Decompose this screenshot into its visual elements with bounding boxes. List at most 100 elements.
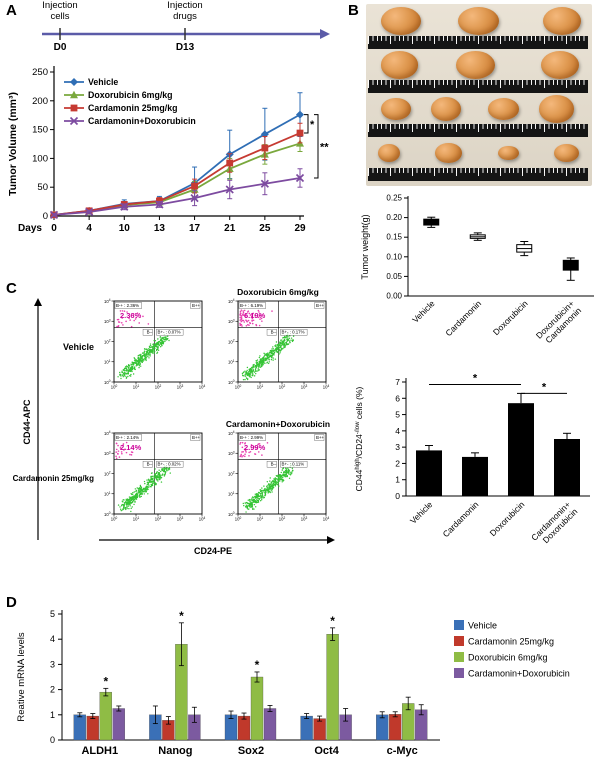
svg-text:100: 100 bbox=[32, 153, 48, 164]
marker-x bbox=[295, 173, 305, 183]
marker-square bbox=[156, 197, 163, 205]
bar bbox=[389, 714, 402, 741]
tumor-photo bbox=[366, 4, 592, 186]
timeline-arrow bbox=[42, 28, 330, 40]
highlight-pct: 6.19% bbox=[244, 311, 266, 320]
svg-text:103: 103 bbox=[228, 450, 235, 456]
cell-population-cd44high bbox=[115, 441, 134, 460]
tumor-blob bbox=[377, 143, 401, 163]
panel-b-label: B bbox=[348, 2, 359, 19]
svg-text:103: 103 bbox=[104, 318, 111, 324]
quadrant-label-box bbox=[280, 329, 308, 336]
flow-title-combo: Cardamonin+Doxorubicin bbox=[225, 419, 331, 429]
svg-text:4: 4 bbox=[50, 634, 55, 644]
axis-arrowhead bbox=[34, 298, 42, 306]
svg-text:100: 100 bbox=[235, 384, 242, 390]
series-1 bbox=[73, 705, 389, 741]
svg-text:104: 104 bbox=[228, 430, 235, 436]
timeline-event-injection-drugs: Injection drugs bbox=[167, 0, 203, 22]
box-4: Doxorubicin+Cardamonin bbox=[534, 257, 583, 345]
tumor-weight-boxplot: 0.00 0.05 0.10 0.15 0.20 0.25 Tumor weight(g) V… bbox=[360, 194, 594, 345]
bar-2 bbox=[462, 456, 488, 496]
tumor-volume-chart: 0 50 100 150 200 250 0 4 10 13 17 21 25 29 Days Tumor V… bbox=[7, 66, 329, 234]
svg-text:0: 0 bbox=[43, 211, 48, 222]
ruler bbox=[368, 36, 588, 49]
svg-text:0.05: 0.05 bbox=[386, 272, 402, 281]
svg-text:Cardamonin: Cardamonin bbox=[441, 499, 481, 539]
tumor-blob bbox=[543, 7, 581, 35]
svg-text:B++: B++ bbox=[316, 303, 324, 308]
bar bbox=[376, 714, 389, 741]
svg-text:103: 103 bbox=[228, 318, 235, 324]
svg-text:Vehicle: Vehicle bbox=[468, 621, 497, 631]
svg-text:Tumor Volume (mm³): Tumor Volume (mm³) bbox=[7, 92, 19, 196]
cell-population-cd44high bbox=[116, 310, 150, 328]
quadrant-label-box bbox=[114, 434, 142, 441]
quadrant-label-box bbox=[114, 302, 142, 309]
tumor-blob bbox=[541, 51, 579, 79]
svg-text:**: ** bbox=[320, 141, 329, 153]
bar bbox=[112, 708, 125, 741]
svg-text:B++: B++ bbox=[192, 435, 200, 440]
marker-square bbox=[226, 159, 234, 167]
svg-text:Cardamonin+Doxorubicin: Cardamonin+Doxorubicin bbox=[468, 669, 570, 679]
bar bbox=[313, 718, 326, 741]
marker-x bbox=[69, 116, 79, 126]
legend-swatch bbox=[454, 668, 464, 678]
marker-x bbox=[225, 185, 234, 194]
svg-text:250: 250 bbox=[32, 67, 48, 78]
ruler bbox=[368, 168, 588, 181]
svg-text:Cardamonin: Cardamonin bbox=[443, 298, 483, 338]
svg-text:103: 103 bbox=[104, 450, 111, 456]
svg-text:25: 25 bbox=[259, 223, 271, 234]
cell-population-main bbox=[117, 333, 170, 380]
cd44-cells-bar-chart: 0 1 2 3 4 5 6 7 CD44high/CD24-/low cells (%) Vehi… bbox=[354, 372, 590, 545]
svg-text:104: 104 bbox=[199, 384, 206, 390]
svg-text:Reative mRNA levels: Reative mRNA levels bbox=[16, 632, 27, 721]
svg-text:Tumor weight(g): Tumor weight(g) bbox=[360, 214, 370, 279]
quadrant-label-box bbox=[280, 461, 308, 468]
svg-text:101: 101 bbox=[228, 359, 235, 365]
svg-text:Sox2: Sox2 bbox=[238, 745, 264, 757]
svg-text:B--: B-- bbox=[271, 330, 277, 335]
svg-text:102: 102 bbox=[155, 516, 162, 522]
svg-text:103: 103 bbox=[177, 384, 184, 390]
cell-population-main bbox=[241, 332, 295, 381]
legend-swatch bbox=[454, 636, 464, 646]
svg-text:3: 3 bbox=[395, 442, 400, 452]
timeline-day-d13: D13 bbox=[175, 42, 195, 53]
highlight-pct: 2.14% bbox=[120, 443, 142, 452]
sig-bracket bbox=[314, 114, 319, 179]
marker-diamond bbox=[296, 110, 304, 119]
svg-text:102: 102 bbox=[104, 471, 111, 477]
svg-text:*: * bbox=[310, 119, 315, 131]
series-line bbox=[53, 177, 301, 216]
panel-a-label: A bbox=[6, 2, 17, 19]
quadrant-label-box bbox=[266, 329, 277, 336]
timeline-event-injection-cells: Injection cells bbox=[42, 0, 78, 22]
series-line bbox=[53, 132, 301, 216]
cell-population-main bbox=[117, 465, 171, 513]
svg-text:29: 29 bbox=[294, 223, 306, 234]
bar-3 bbox=[508, 403, 534, 496]
svg-text:0: 0 bbox=[395, 491, 400, 501]
svg-text:0: 0 bbox=[51, 223, 57, 234]
svg-text:21: 21 bbox=[224, 223, 236, 234]
svg-text:B-+ : 2.36%: B-+ : 2.36% bbox=[116, 303, 139, 308]
marker-x bbox=[190, 194, 199, 203]
svg-text:B--: B-- bbox=[147, 462, 153, 467]
svg-text:102: 102 bbox=[155, 384, 162, 390]
svg-text:100: 100 bbox=[104, 379, 111, 385]
timeline-arrowhead bbox=[320, 29, 330, 39]
svg-text:101: 101 bbox=[228, 491, 235, 497]
svg-text:101: 101 bbox=[104, 359, 111, 365]
flow-title-doxorubicin: Doxorubicin 6mg/kg bbox=[237, 287, 319, 297]
svg-text:B--: B-- bbox=[271, 462, 277, 467]
svg-text:101: 101 bbox=[257, 384, 264, 390]
svg-text:100: 100 bbox=[228, 379, 235, 385]
svg-text:10: 10 bbox=[119, 223, 131, 234]
marker-square bbox=[191, 182, 198, 190]
marker-x bbox=[49, 210, 59, 219]
